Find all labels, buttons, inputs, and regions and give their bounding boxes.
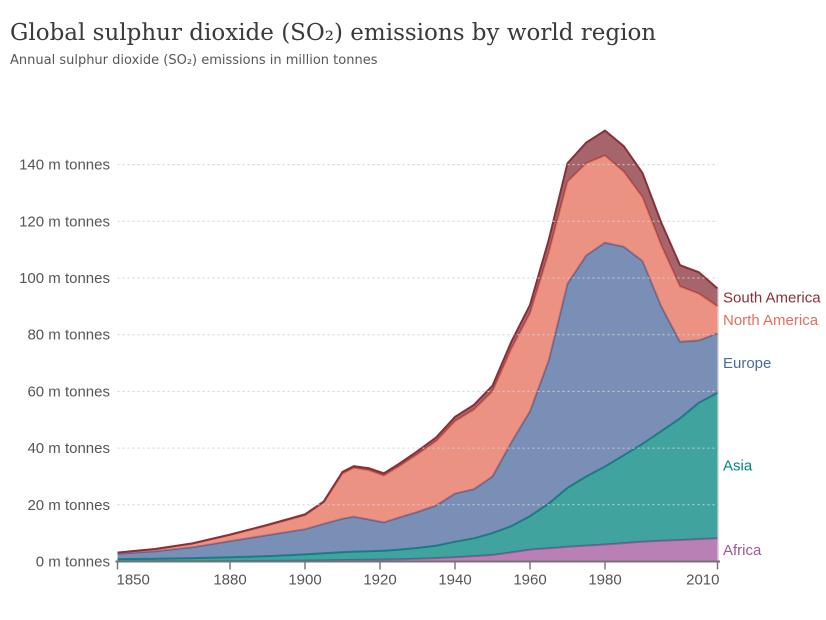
chart-header: Global sulphur dioxide (SO₂) emissions b…	[10, 20, 656, 68]
chart-subtitle: Annual sulphur dioxide (SO₂) emissions i…	[10, 53, 378, 68]
legend-label-asia[interactable]: Asia	[723, 458, 753, 475]
legend-label-europe[interactable]: Europe	[723, 355, 771, 372]
x-axis-label-2010: 2010	[686, 572, 719, 589]
x-axis-label-1980: 1980	[588, 572, 621, 589]
area-topline-south-america	[117, 129, 719, 554]
legend-label-south-america[interactable]: South America	[723, 289, 821, 306]
y-axis-label-20: 20 m tonnes	[27, 497, 110, 514]
x-axis-label-1900: 1900	[288, 572, 321, 589]
area-asia[interactable]	[117, 392, 718, 562]
x-axis-label-1850: 1850	[117, 572, 150, 589]
area-europe[interactable]	[117, 242, 718, 560]
chart-title: Global sulphur dioxide (SO₂) emissions b…	[10, 20, 657, 46]
legend-label-africa[interactable]: Africa	[723, 542, 762, 559]
x-axis-label-1920: 1920	[363, 572, 396, 589]
y-axis-label-100: 100 m tonnes	[19, 270, 110, 287]
y-axis-label-140: 140 m tonnes	[19, 157, 110, 174]
x-axis-label-1940: 1940	[438, 572, 471, 589]
legend-label-north-america[interactable]: North America	[723, 312, 819, 329]
y-axis-label-40: 40 m tonnes	[27, 440, 110, 457]
area-africa[interactable]	[117, 538, 718, 562]
y-axis-label-80: 80 m tonnes	[27, 327, 110, 344]
area-north-america[interactable]	[117, 155, 718, 554]
y-axis-label-120: 120 m tonnes	[19, 213, 110, 230]
x-axis-label-1960: 1960	[513, 572, 546, 589]
y-axis-label-60: 60 m tonnes	[27, 383, 110, 400]
x-axis-label-1880: 1880	[213, 572, 246, 589]
y-axis-label-0: 0 m tonnes	[36, 554, 110, 571]
